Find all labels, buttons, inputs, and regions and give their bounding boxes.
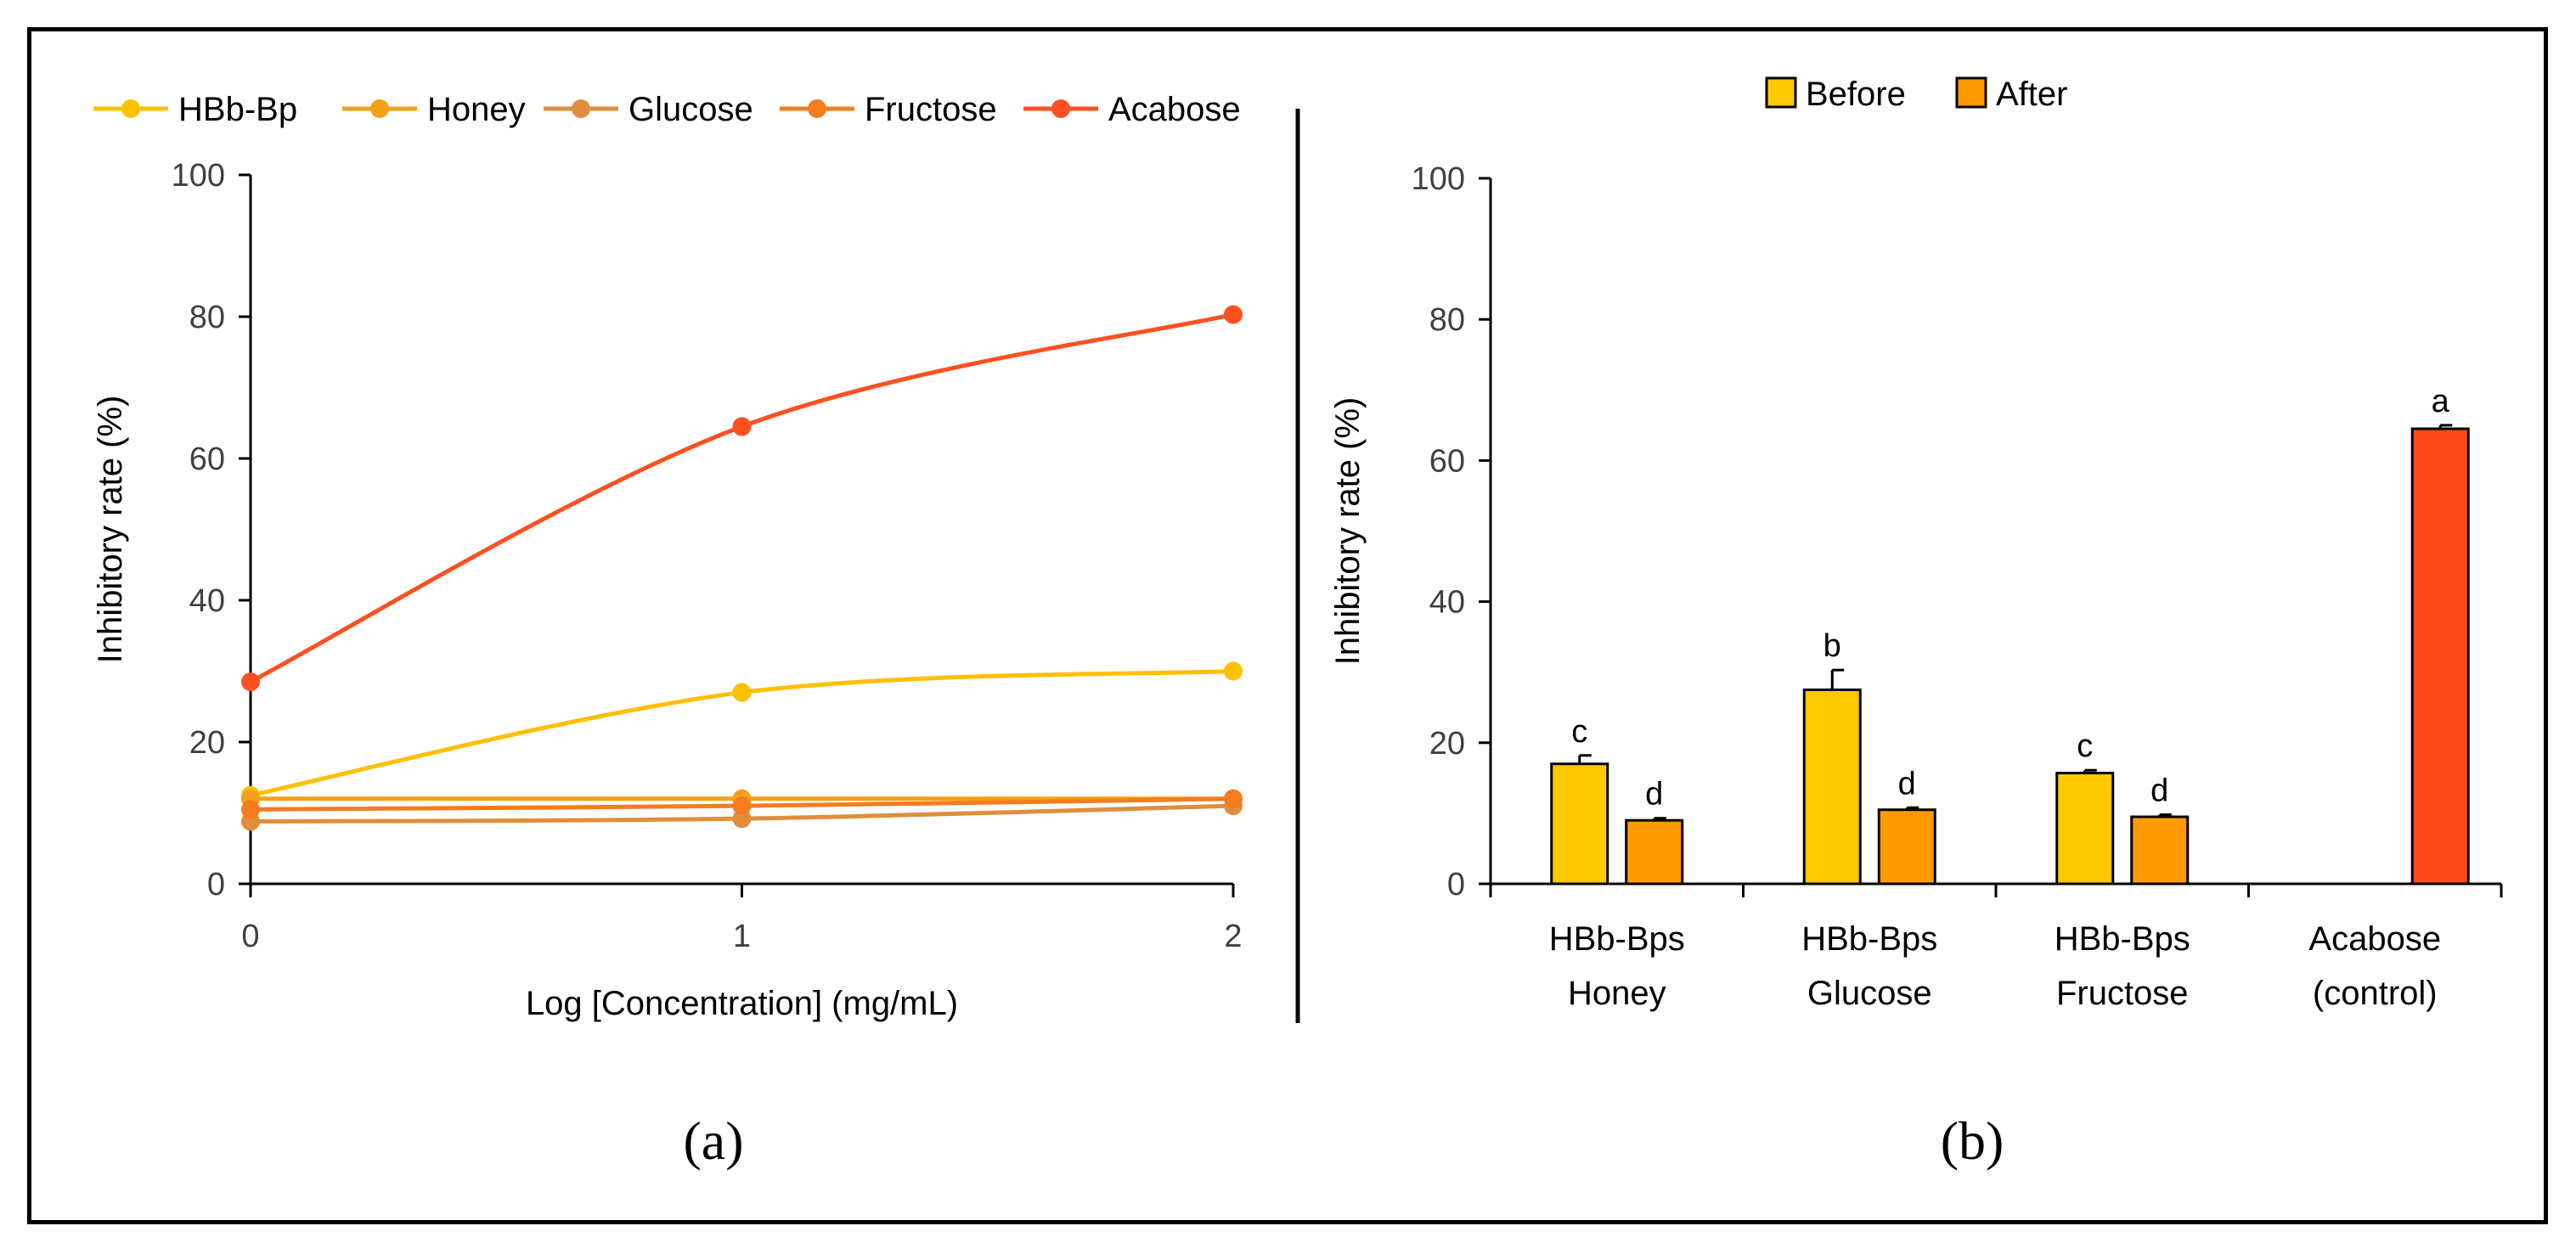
b-legend-swatch xyxy=(1765,76,1797,109)
b-y-tick-label: 80 xyxy=(1429,302,1465,338)
a-legend-label: Glucose xyxy=(628,91,753,128)
a-y-tick-label: 60 xyxy=(189,441,225,477)
a-legend-label: HBb-Bp xyxy=(178,91,297,128)
b-category-label: Honey xyxy=(1568,975,1666,1012)
b-legend-label: Before xyxy=(1806,76,1906,113)
b-legend-label: After xyxy=(1996,76,2067,113)
b-y-tick-label: 20 xyxy=(1429,726,1465,762)
a-point-glucose xyxy=(732,809,752,829)
a-x-tick-label: 0 xyxy=(241,919,259,954)
a-y-tick-label: 0 xyxy=(207,867,225,903)
b-legend-swatch xyxy=(1955,76,1987,109)
b-y-tick-label: 0 xyxy=(1447,867,1465,903)
b-bar-after xyxy=(1877,808,1936,886)
a-x-tick-label: 1 xyxy=(733,919,751,954)
b-category-label: HBb-Bps xyxy=(1549,920,1685,958)
a-legend-swatch-marker xyxy=(1051,99,1070,118)
a-point-acabose xyxy=(1224,305,1243,324)
a-legend-swatch-marker xyxy=(121,99,140,118)
b-significance-letter: d xyxy=(1898,766,1916,801)
b-bar-before xyxy=(1802,688,1862,886)
a-point-hbb-bp xyxy=(1224,661,1243,681)
a-legend-label: Acabose xyxy=(1108,91,1241,128)
a-y-tick-label: 40 xyxy=(189,583,225,619)
a-x-axis-label: Log [Concentration] (mg/mL) xyxy=(526,985,958,1022)
b-significance-letter: c xyxy=(2077,728,2093,764)
b-bar-before xyxy=(1550,762,1609,886)
b-bar-acabose-control- xyxy=(2410,427,2470,886)
b-bar-before xyxy=(2055,772,2115,886)
a-legend-swatch-marker xyxy=(370,99,389,118)
a-y-tick-label: 100 xyxy=(172,158,225,194)
b-panel-label: (b) xyxy=(1941,1111,2004,1171)
b-significance-letter: b xyxy=(1823,628,1841,664)
a-legend-swatch-marker xyxy=(808,99,826,118)
b-significance-letter: d xyxy=(1645,777,1663,813)
b-category-label: Fructose xyxy=(2056,975,2189,1012)
b-significance-letter: a xyxy=(2432,384,2450,419)
b-category-label: HBb-Bps xyxy=(2055,920,2190,958)
a-y-tick-label: 20 xyxy=(189,725,225,761)
a-point-acabose xyxy=(241,672,260,692)
a-legend-label: Honey xyxy=(427,91,526,128)
b-y-tick-label: 100 xyxy=(1412,161,1465,197)
b-category-label: Glucose xyxy=(1807,975,1932,1012)
a-series-line-acabose xyxy=(249,312,1234,684)
a-y-axis-label: Inhibitory rate (%) xyxy=(92,396,129,664)
a-point-fructose xyxy=(241,800,260,819)
b-category-label: HBb-Bps xyxy=(1801,920,1937,958)
a-legend-swatch-marker xyxy=(572,99,590,118)
b-significance-letter: c xyxy=(1571,714,1587,750)
b-category-label: (control) xyxy=(2313,975,2438,1012)
b-bar-after xyxy=(1625,818,1684,886)
a-legend-label: Fructose xyxy=(865,91,997,128)
b-y-axis-label: Inhibitory rate (%) xyxy=(1329,397,1367,666)
a-panel-label: (a) xyxy=(683,1111,743,1171)
a-y-tick-label: 80 xyxy=(189,300,225,335)
a-point-hbb-bp xyxy=(732,683,752,702)
b-y-tick-label: 40 xyxy=(1429,585,1465,621)
a-point-fructose xyxy=(732,796,752,816)
a-point-acabose xyxy=(732,417,752,436)
b-significance-letter: d xyxy=(2150,773,2168,809)
a-point-fructose xyxy=(1224,789,1243,808)
b-category-label: Acabose xyxy=(2308,920,2441,958)
b-bar-after xyxy=(2130,815,2190,886)
figure-frame xyxy=(27,27,2548,1224)
b-y-tick-label: 60 xyxy=(1429,443,1465,479)
a-x-tick-label: 2 xyxy=(1224,919,1242,954)
